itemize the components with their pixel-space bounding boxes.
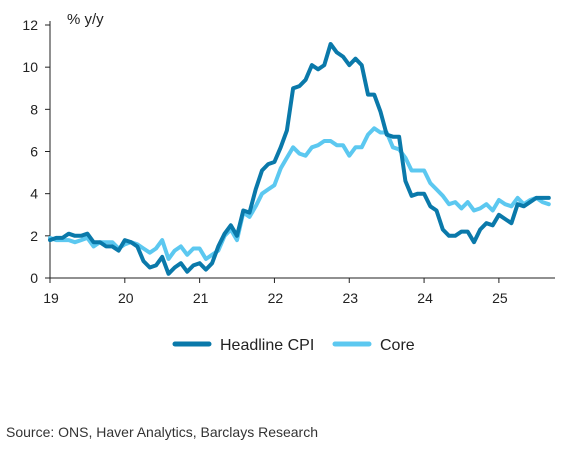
legend: Headline CPI Core <box>172 337 415 354</box>
series-layer <box>48 42 551 276</box>
x-tick-label: 19 <box>43 290 59 306</box>
y-tick-label: 4 <box>30 186 38 202</box>
x-tick-label: 23 <box>342 290 358 306</box>
source-note: Source: ONS, Haver Analytics, Barclays R… <box>6 424 319 440</box>
y-tick-label: 10 <box>22 59 38 75</box>
x-tick-label: 22 <box>268 290 284 306</box>
y-tick-label: 0 <box>30 270 38 286</box>
x-axis: 19 20 21 22 23 24 25 <box>43 277 555 306</box>
y-tick-label: 8 <box>30 101 38 117</box>
y-axis-unit-label: % y/y <box>67 11 104 28</box>
x-tick-label: 25 <box>492 290 508 306</box>
legend-label-core: Core <box>380 337 415 354</box>
series-line-headline-cpi <box>48 42 551 276</box>
y-tick-label: 2 <box>30 228 38 244</box>
y-tick-label: 12 <box>22 17 38 33</box>
x-tick-label: 21 <box>193 290 209 306</box>
y-axis: 0 2 4 6 8 10 12 <box>22 17 51 286</box>
y-tick-label: 6 <box>30 144 38 160</box>
x-tick-label: 24 <box>417 290 433 306</box>
x-tick-label: 20 <box>118 290 134 306</box>
legend-label-headline: Headline CPI <box>220 337 314 354</box>
